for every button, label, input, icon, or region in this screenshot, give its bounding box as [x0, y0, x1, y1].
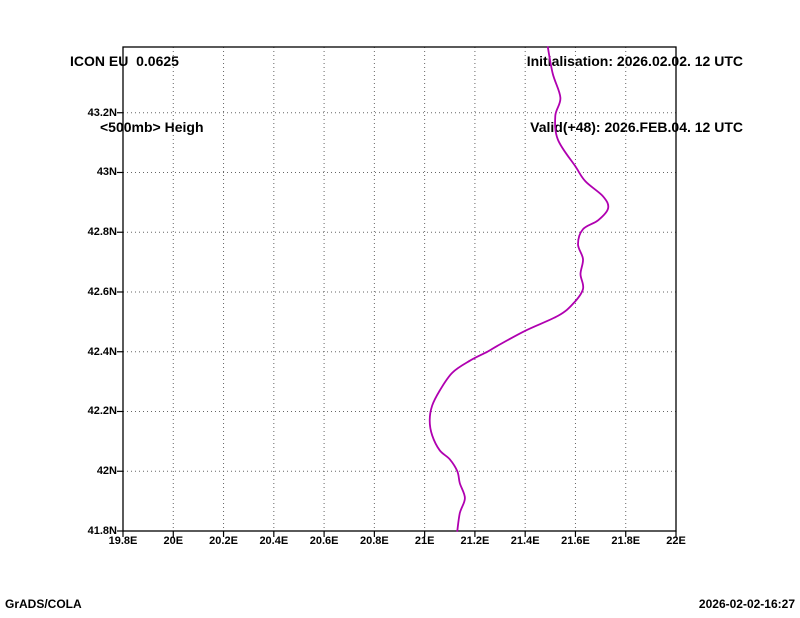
x-tick-label: 20.6E: [309, 535, 339, 547]
creation-timestamp: 2026-02-02-16:27: [698, 597, 795, 611]
x-tick-label: 19.8E: [108, 535, 138, 547]
init-time-label: Initialisation: 2026.02.02. 12 UTC: [526, 53, 743, 69]
x-tick-label: 20.2E: [209, 535, 238, 547]
x-tick-label: 21.2E: [460, 535, 490, 547]
y-tick-label: 42N: [96, 465, 117, 478]
x-tick-label: 21.4E: [510, 535, 540, 547]
contour-line: [428, 46, 610, 532]
y-tick-label: 42.8N: [87, 226, 117, 239]
x-tick-label: 22E: [666, 535, 686, 547]
y-tick-label: 42.4N: [87, 345, 117, 358]
y-tick-label: 43.2N: [87, 106, 117, 119]
x-tick-label: 20E: [163, 535, 184, 547]
y-tick-label: 42.6N: [87, 285, 117, 298]
y-tick-label: 41.8N: [87, 525, 117, 537]
x-tick-label: 21.6E: [561, 535, 590, 547]
y-tick-label: 43N: [96, 166, 117, 179]
field-title: <500mb> Heigh: [100, 119, 204, 135]
header-left: ICON EU 0.0625 <500mb> Heigh: [70, 6, 204, 182]
x-tick-label: 20.4E: [259, 535, 289, 547]
plot-frame: [122, 46, 677, 532]
x-tick-label: 21.8E: [611, 535, 641, 547]
header-right: Initialisation: 2026.02.02. 12 UTC Valid…: [527, 6, 743, 182]
x-tick-label: 20.8E: [359, 535, 389, 547]
x-tick-label: 21E: [414, 535, 435, 547]
y-tick-label: 42.2N: [87, 405, 117, 418]
grads-credit: GrADS/COLA: [5, 597, 82, 611]
